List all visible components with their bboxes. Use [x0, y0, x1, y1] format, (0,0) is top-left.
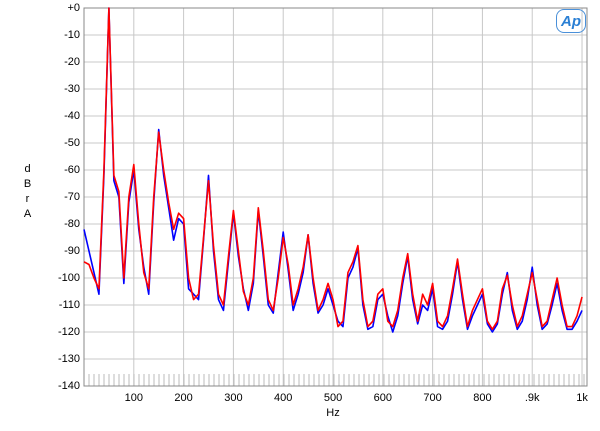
x-axis-label: Hz [326, 407, 339, 419]
y-tick-label: -100 [58, 272, 80, 284]
x-tick-label: 100 [125, 392, 143, 404]
x-tick-label: 500 [324, 392, 342, 404]
x-tick-label: 1k [576, 392, 588, 404]
y-tick-label: -60 [64, 164, 80, 176]
y-tick-label: -50 [64, 137, 80, 149]
y-tick-label: -20 [64, 56, 80, 68]
y-tick-label: -80 [64, 218, 80, 230]
x-tick-label: 200 [174, 392, 192, 404]
y-axis-label: dBr A [23, 163, 32, 220]
x-tick-label: 700 [423, 392, 441, 404]
y-tick-label: +0 [67, 2, 80, 14]
logo: Ap [556, 9, 586, 33]
y-tick-label: -10 [64, 29, 80, 41]
x-tick-label: 400 [274, 392, 292, 404]
series-line [83, 7, 583, 331]
y-tick-label: -120 [58, 326, 80, 338]
plot-frame [83, 7, 588, 387]
y-tick-label: -90 [64, 245, 80, 257]
y-tick-label: -130 [58, 353, 80, 365]
y-tick-label: -30 [64, 83, 80, 95]
y-tick-label: -140 [58, 380, 80, 392]
y-tick-label: -110 [59, 299, 80, 311]
x-tick-label: 800 [473, 392, 491, 404]
y-tick-label: -40 [64, 110, 80, 122]
x-tick-label: 600 [374, 392, 392, 404]
x-tick-label: .9k [525, 392, 540, 404]
x-tick-label: 300 [224, 392, 242, 404]
y-tick-label: -70 [64, 191, 80, 203]
